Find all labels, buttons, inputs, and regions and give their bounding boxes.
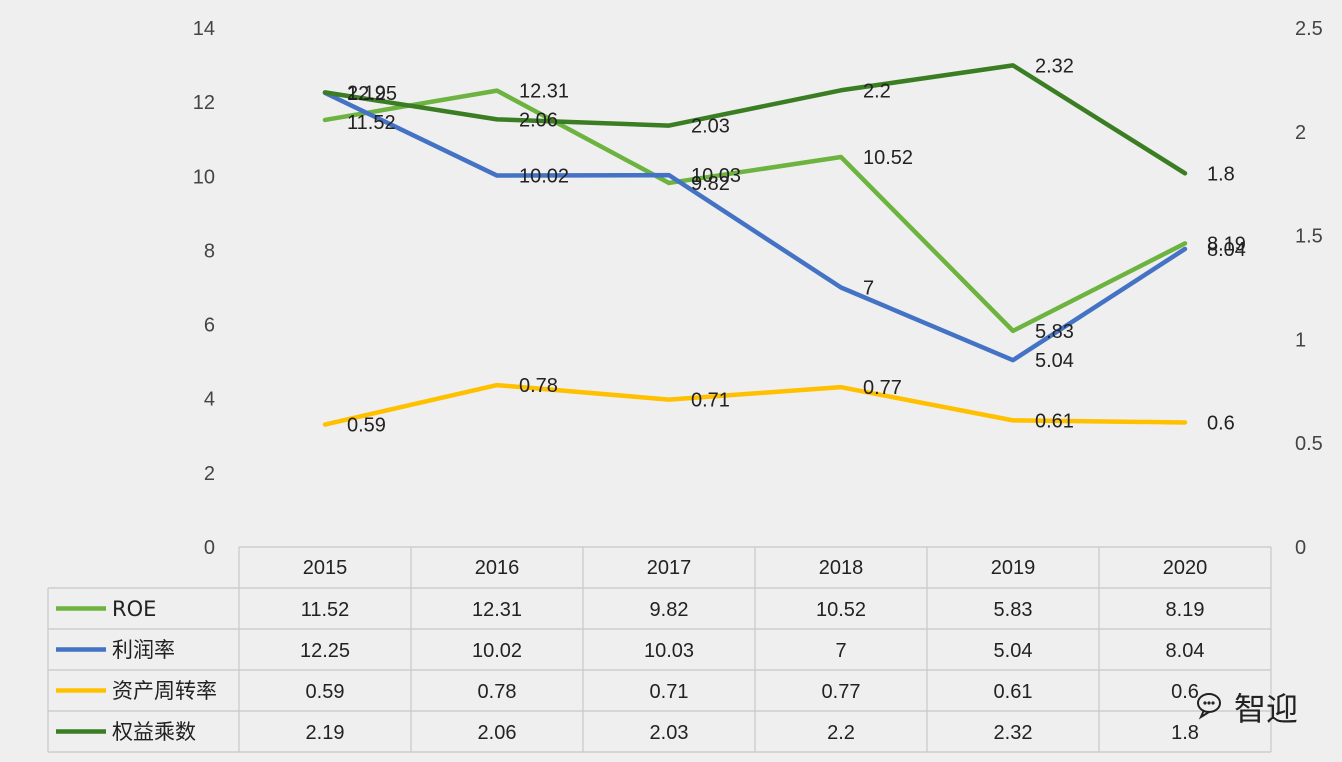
- data-label: 0.77: [863, 377, 902, 399]
- x-category-label: 2016: [475, 557, 520, 579]
- y-left-tick-label: 8: [204, 240, 215, 262]
- data-label: 0.59: [347, 415, 386, 437]
- data-label: 2.2: [863, 80, 891, 102]
- data-label: 1.8: [1207, 163, 1235, 185]
- table-cell: 2.32: [994, 722, 1033, 744]
- data-label: 8.19: [1207, 233, 1246, 255]
- y-left-tick-label: 6: [204, 315, 215, 337]
- table-cell: 0.61: [994, 681, 1033, 703]
- legend-entry: 资产周转率: [112, 679, 217, 703]
- data-label: 2.06: [519, 109, 558, 131]
- table-cell: 2.19: [306, 722, 345, 744]
- y-left-tick-label: 0: [204, 537, 215, 559]
- watermark-text: 智迎: [1234, 690, 1299, 728]
- table-cell: 12.25: [300, 640, 350, 662]
- table-cell: 2.03: [650, 722, 689, 744]
- chat-bubble-icon: [1197, 693, 1221, 720]
- table-cell: 12.31: [472, 599, 522, 621]
- series-line-2: [322, 382, 1188, 427]
- data-label: 2.32: [1035, 55, 1074, 77]
- table-cell: 5.83: [994, 599, 1033, 621]
- legend-entry: 利润率: [112, 638, 175, 662]
- y-right-tick-label: 2.5: [1295, 18, 1323, 40]
- data-label: 12.25: [347, 83, 397, 105]
- table-cell: 10.52: [816, 599, 866, 621]
- y-right-tick-label: 0: [1295, 537, 1306, 559]
- legend-entry: 权益乘数: [112, 720, 196, 744]
- y-left-tick-label: 2: [204, 463, 215, 485]
- y-axis-left: 0 2 4 6 8 10 12 14: [193, 18, 215, 559]
- table-cell: 11.52: [301, 599, 350, 621]
- y-right-tick-label: 2: [1295, 122, 1306, 144]
- y-axis-right: 0 0.5 1 1.5 2 2.5: [1295, 18, 1323, 559]
- data-label: 0.78: [519, 375, 558, 397]
- y-left-tick-label: 10: [193, 166, 215, 188]
- data-label: 11.52: [347, 112, 396, 134]
- table-cell: 10.03: [644, 640, 694, 662]
- y-right-tick-label: 0.5: [1295, 433, 1323, 455]
- y-right-tick-label: 1: [1295, 329, 1306, 351]
- data-label: 10.03: [691, 165, 741, 187]
- table-cell: 2.06: [478, 722, 517, 744]
- table-cell: 5.04: [994, 640, 1033, 662]
- x-category-label: 2018: [819, 557, 864, 579]
- data-labels: 11.52 12.31 9.82 10.52 5.83 8.19 12.25 10.02 10.…: [347, 55, 1246, 436]
- series-lines: [322, 63, 1188, 427]
- table-cell: 0.6: [1171, 681, 1199, 703]
- table-cell: 9.82: [650, 599, 689, 621]
- series-line-0: [322, 88, 1188, 334]
- table-cell: 2.2: [827, 722, 855, 744]
- table-cell: 0.71: [650, 681, 689, 703]
- table-cell: 0.59: [306, 681, 345, 703]
- data-label: 10.52: [863, 147, 913, 169]
- data-label: 0.61: [1035, 410, 1074, 432]
- series-line-1: [322, 90, 1188, 363]
- y-left-tick-label: 12: [193, 92, 215, 114]
- data-label: 7: [863, 278, 874, 300]
- table-cell: 0.78: [478, 681, 517, 703]
- y-right-tick-label: 1.5: [1295, 226, 1323, 248]
- y-left-tick-label: 14: [193, 18, 215, 40]
- data-label: 9.82: [691, 173, 730, 195]
- table-cell: 0.77: [822, 681, 861, 703]
- series-line-3: [322, 63, 1188, 176]
- data-label: 2.19: [347, 82, 386, 104]
- y-left-tick-label: 4: [204, 389, 215, 411]
- table-cell: 7: [835, 640, 846, 662]
- x-category-label: 2015: [303, 557, 348, 579]
- data-label: 10.02: [519, 166, 569, 188]
- data-label: 0.71: [691, 390, 730, 412]
- data-label: 8.04: [1207, 239, 1246, 261]
- data-label: 5.04: [1035, 350, 1074, 372]
- table-cell: 8.19: [1166, 599, 1205, 621]
- x-category-label: 2019: [991, 557, 1036, 579]
- legend-entry: ROE: [112, 597, 156, 621]
- x-category-label: 2017: [647, 557, 692, 579]
- data-label: 5.83: [1035, 321, 1074, 343]
- data-label: 12.31: [519, 81, 569, 103]
- table-cell: 8.04: [1166, 640, 1205, 662]
- data-label: 0.6: [1207, 412, 1235, 434]
- data-label: 2.03: [691, 116, 730, 138]
- data-table: 2015 2016 2017 2018 2019 2020 ROE 11.52 12.31 9.8…: [47, 546, 1272, 753]
- x-category-label: 2020: [1163, 557, 1208, 579]
- table-cell: 10.02: [472, 640, 522, 662]
- table-cell: 1.8: [1171, 722, 1199, 744]
